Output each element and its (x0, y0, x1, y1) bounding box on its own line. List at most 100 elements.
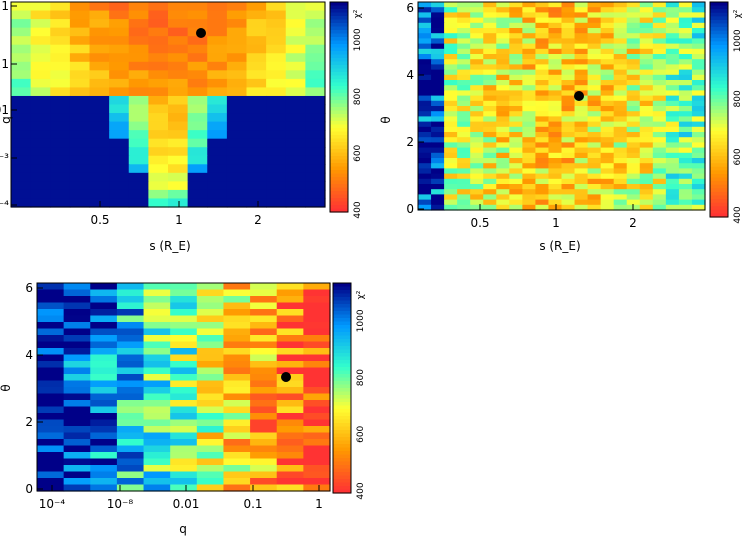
heatmap-cell (109, 121, 130, 131)
heatmap-cell (509, 199, 523, 206)
heatmap-cell (431, 116, 445, 123)
heatmap-cell (626, 54, 641, 60)
heatmap-cell (535, 69, 550, 76)
colorbar-segment (710, 113, 728, 118)
heatmap-cell (69, 104, 91, 114)
heatmap-cell (613, 59, 628, 65)
colorbar-tick-label: 800 (733, 90, 743, 107)
heatmap-cell (574, 43, 589, 50)
heatmap-cell (574, 59, 589, 65)
heatmap-cell (691, 22, 706, 29)
heatmap-cell (276, 302, 304, 310)
heatmap-cell (109, 36, 130, 46)
heatmap-cell (548, 59, 563, 65)
heatmap-cell (665, 69, 680, 76)
heatmap-cell (522, 116, 537, 123)
heatmap-cell (109, 181, 130, 191)
colorbar-segment (330, 47, 348, 52)
heatmap-cell (652, 189, 667, 195)
heatmap-cell (187, 155, 208, 165)
heatmap-cell (89, 2, 110, 12)
heatmap-cell (143, 471, 171, 479)
heatmap-cell (168, 113, 189, 123)
heatmap-cell (574, 100, 589, 107)
heatmap-cell (250, 413, 278, 421)
heatmap-cell (509, 28, 523, 34)
heatmap-cell (418, 163, 432, 169)
heatmap-cell (418, 132, 432, 138)
heatmap-cell (226, 61, 248, 71)
heatmap-cell (116, 367, 145, 375)
heatmap-cell (63, 419, 91, 427)
heatmap-cell (587, 59, 602, 65)
heatmap-cell (652, 17, 667, 24)
heatmap-cell (626, 85, 641, 91)
heatmap-cell (90, 393, 118, 401)
x-axis-label: s (R_E) (149, 239, 190, 253)
heatmap-cell (89, 164, 110, 174)
heatmap-cell (457, 116, 471, 123)
heatmap-cell (223, 413, 251, 421)
colorbar-segment (333, 409, 351, 414)
heatmap-cell (276, 328, 304, 336)
heatmap-cell (613, 90, 628, 97)
heatmap-cell (50, 138, 71, 148)
heatmap-cell (170, 400, 198, 408)
heatmap-cell (691, 184, 706, 190)
heatmap-cell (652, 111, 667, 117)
heatmap-cell (30, 44, 51, 54)
colorbar-segment (330, 75, 348, 80)
heatmap-cell (418, 74, 432, 81)
heatmap-cell (418, 178, 432, 185)
heatmap-cell (276, 426, 304, 434)
heatmap-cell (652, 64, 667, 71)
heatmap-cell (626, 7, 641, 13)
tick-label: 0 (406, 202, 414, 216)
heatmap-cell (470, 2, 484, 8)
heatmap-cell (496, 163, 510, 169)
best-fit-marker (574, 91, 584, 101)
heatmap-cell (652, 194, 667, 201)
heatmap-cell (223, 484, 251, 492)
heatmap-cell (196, 367, 225, 375)
heatmap-cell (600, 147, 615, 154)
heatmap-cell (535, 38, 550, 45)
heatmap-cell (496, 38, 510, 45)
heatmap-cell (196, 309, 225, 317)
heatmap-cell (574, 80, 589, 86)
heatmap-cell (207, 189, 228, 200)
heatmap-cell (305, 78, 326, 89)
heatmap-cell (639, 33, 654, 39)
colorbar-segment (330, 191, 348, 196)
heatmap-cell (89, 10, 110, 20)
heatmap-cell (496, 64, 510, 71)
heatmap-cell (90, 432, 118, 440)
heatmap-cell (223, 445, 251, 453)
heatmap-cell (665, 33, 680, 39)
heatmap-cell (548, 33, 563, 39)
tick-label: 0.5 (90, 213, 109, 227)
heatmap-cell (418, 184, 432, 190)
colorbar-tick-label: 1000 (733, 29, 743, 52)
heatmap-cell (483, 22, 497, 29)
heatmap-cell (226, 104, 248, 114)
heatmap-cell (207, 104, 228, 114)
heatmap-cell (613, 80, 628, 86)
heatmap-cell (196, 406, 225, 414)
heatmap-cell (303, 354, 331, 362)
heatmap-cell (613, 111, 628, 117)
heatmap-cell (496, 69, 510, 76)
heatmap-cell (196, 426, 225, 434)
heatmap-cell (63, 367, 91, 375)
heatmap-cell (148, 44, 169, 54)
heatmap-cell (665, 189, 680, 195)
heatmap-cell (63, 328, 91, 336)
colorbar-segment (710, 188, 728, 193)
heatmap-cell (483, 121, 497, 128)
heatmap-cell (496, 43, 510, 50)
heatmap-cell (483, 152, 497, 159)
heatmap-cell (63, 348, 91, 356)
colorbar-segment (710, 62, 728, 68)
heatmap-cell (535, 95, 550, 102)
